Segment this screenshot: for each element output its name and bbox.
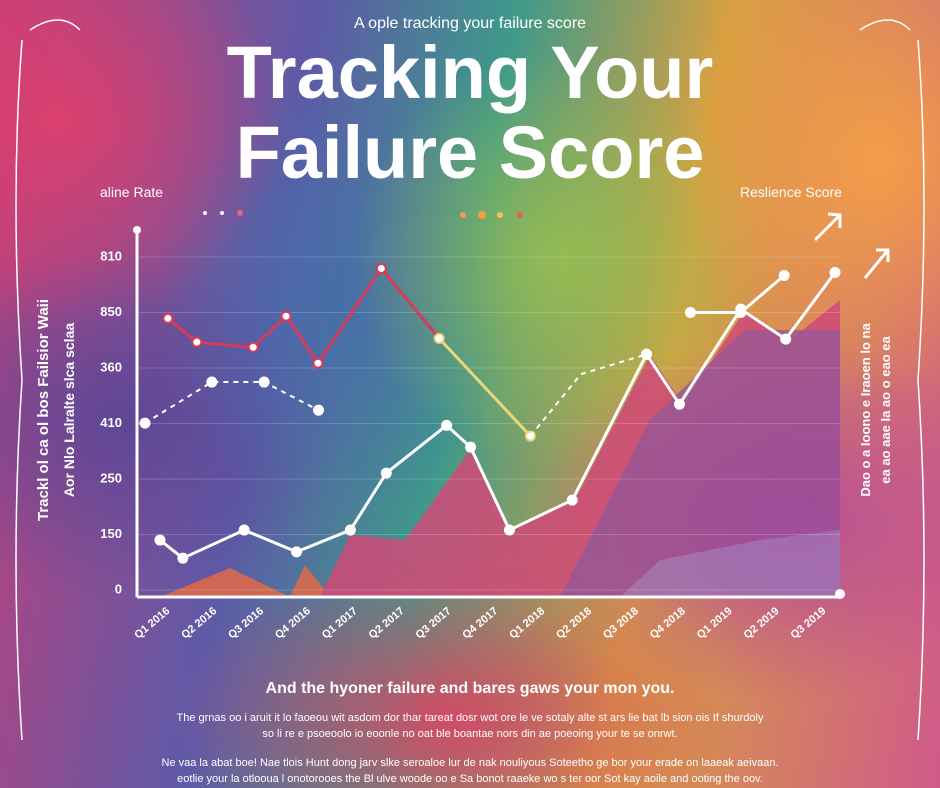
side-text: Trackl ol ca ol bos Failsior Waii xyxy=(35,299,52,521)
area-decoration xyxy=(160,300,840,597)
x-tick-label: Q3 2016 xyxy=(226,605,266,641)
point xyxy=(503,524,515,536)
x-tick-label: Q1 2017 xyxy=(320,605,360,641)
side-text: Aor Nlo Lalralte slca sclaa xyxy=(61,323,77,498)
axis-label: Reslience Score xyxy=(740,184,842,200)
point xyxy=(735,307,747,318)
x-tick-label: Q3 2018 xyxy=(601,605,641,641)
point xyxy=(778,270,790,281)
side-text: ea ao aae Ia ao o eao ea xyxy=(878,336,893,484)
point xyxy=(829,267,841,279)
point xyxy=(280,310,292,322)
point xyxy=(312,404,324,416)
point xyxy=(154,534,166,546)
point xyxy=(291,546,303,558)
frame-decoration xyxy=(15,19,925,741)
axis-label: aline Rate xyxy=(100,184,163,200)
x-tick-label: Q4 2017 xyxy=(460,605,500,641)
point xyxy=(206,376,218,388)
point xyxy=(465,441,477,453)
x-tick-label: Q3 2019 xyxy=(788,605,828,641)
y-tick-label: 410 xyxy=(100,415,122,430)
y-tick-label: 0 xyxy=(115,581,122,596)
y-tick-label: 850 xyxy=(100,304,122,319)
x-tick-label: Q3 2017 xyxy=(414,605,454,641)
x-tick-label: Q2 2017 xyxy=(367,605,407,641)
axis-cap xyxy=(835,589,845,599)
point xyxy=(433,332,445,344)
chart-subtitle: A ople tracking your failure score xyxy=(354,15,586,32)
point xyxy=(238,524,250,536)
point xyxy=(344,524,356,536)
point xyxy=(380,467,392,479)
point xyxy=(312,357,324,369)
point xyxy=(258,376,270,388)
chart-title: Failure Score xyxy=(236,111,705,194)
x-tick-label: Q2 2019 xyxy=(742,605,782,641)
x-tick-label: Q4 2018 xyxy=(648,605,688,641)
series-line xyxy=(438,337,532,438)
axis-cap xyxy=(133,226,141,234)
point xyxy=(641,348,653,360)
y-tick-label: 810 xyxy=(100,248,122,263)
point xyxy=(139,417,151,429)
series-line xyxy=(144,381,319,424)
x-tick-label: Q1 2019 xyxy=(695,605,735,641)
point xyxy=(375,262,387,274)
y-tick-label: 250 xyxy=(100,470,122,485)
dots-decoration xyxy=(203,210,523,219)
point xyxy=(191,336,203,348)
point xyxy=(566,494,578,506)
point xyxy=(162,312,174,324)
point xyxy=(441,419,453,431)
x-tick-label: Q2 2016 xyxy=(179,605,219,641)
point xyxy=(247,341,259,353)
x-tick-label: Q2 2018 xyxy=(554,605,594,641)
x-tick-label: Q1 2016 xyxy=(132,605,172,641)
point xyxy=(780,333,792,345)
footer-text: eotlie your la otlooua l onotorooes the … xyxy=(177,773,763,785)
series-line xyxy=(166,266,441,365)
chart-title: Tracking Your xyxy=(227,31,714,114)
y-tick-label: 360 xyxy=(100,359,122,374)
point xyxy=(177,552,189,564)
footer-text: The grnas oo i aruit it lo faoeou wit as… xyxy=(177,712,764,724)
arrow-decoration xyxy=(813,212,842,242)
y-tick-label: 150 xyxy=(100,526,122,541)
x-tick-label: Q4 2016 xyxy=(273,605,313,641)
footer-text: so li re e psoeoolo io eoonle no oat ble… xyxy=(262,728,677,740)
footer-heading: And the hyoner failure and bares gaws yo… xyxy=(266,680,675,697)
point xyxy=(684,307,696,318)
side-text: Dao o a Ioono e Iraoen lo na xyxy=(858,323,873,497)
footer-text: Ne vaa la abat boe! Nae tlois Hunt dong … xyxy=(161,757,778,769)
x-tick-label: Q1 2018 xyxy=(507,605,547,641)
arrow-decoration xyxy=(863,248,890,279)
point xyxy=(673,398,685,410)
